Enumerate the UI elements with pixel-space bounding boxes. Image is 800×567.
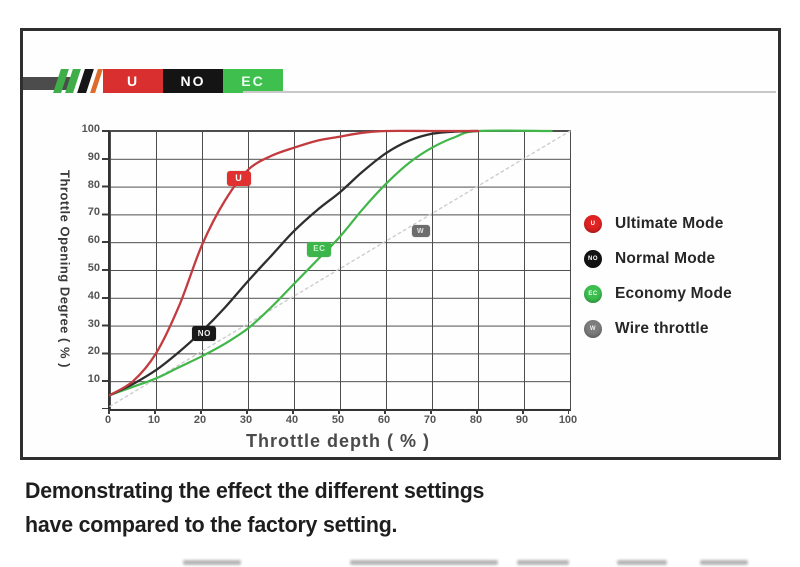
x-axis-title: Throttle depth ( % ) <box>246 431 430 451</box>
curve-badge-ultimate: U <box>226 170 251 186</box>
x-tick-label-0: 0 <box>104 414 112 426</box>
x-tick-label-20: 20 <box>193 414 207 426</box>
y-tick-label-20: 20 <box>87 345 100 358</box>
y-tick-label-60: 60 <box>87 234 100 247</box>
curve-badge-economy: EC <box>307 241 332 257</box>
smudge-0 <box>183 560 241 565</box>
curve-badge-normal: NO <box>192 326 217 342</box>
legend-swatch-ultimate: U <box>584 215 602 233</box>
legend-item-economy: EC Economy Mode <box>584 281 732 307</box>
y-tick-label-100: 100 <box>81 123 100 135</box>
y-tick-label-50: 50 <box>87 262 100 274</box>
x-tick-label-10: 10 <box>147 414 161 426</box>
legend-label-normal: Normal Mode <box>615 250 716 267</box>
curve-wire <box>109 130 571 407</box>
legend-swatch-wire: W <box>584 320 602 338</box>
legend-label-ultimate: Ultimate Mode <box>615 215 724 232</box>
y-tick-label-40: 40 <box>87 289 100 302</box>
legend-swatch-normal: NO <box>584 250 602 268</box>
x-tick-label-80: 80 <box>469 414 483 426</box>
chart-frame: U NO EC Throttle Opening Degree ( % ) W EC N… <box>20 28 781 460</box>
smudge-2 <box>517 560 569 565</box>
smudge-1 <box>350 560 498 565</box>
logo-badge: U NO EC <box>53 69 283 93</box>
y-tick-label-70: 70 <box>87 206 100 219</box>
y-tick-marks <box>102 130 108 409</box>
curves-svg <box>108 129 571 407</box>
legend-swatch-economy: EC <box>584 285 602 303</box>
x-tick-label-50: 50 <box>331 414 345 426</box>
y-tick-label-80: 80 <box>87 178 100 191</box>
x-tick-label-60: 60 <box>377 414 391 426</box>
caption: Demonstrating the effect the different s… <box>25 474 484 542</box>
legend: U Ultimate Mode NO Normal Mode EC Economy Mod… <box>584 211 732 351</box>
x-tick-label-40: 40 <box>285 414 299 426</box>
x-tick-marks <box>108 409 569 414</box>
y-tick-label-30: 30 <box>87 317 100 330</box>
legend-label-wire: Wire throttle <box>615 320 709 337</box>
y-axis-title: Throttle Opening Degree ( % ) <box>57 170 73 368</box>
curve-economy <box>108 129 553 397</box>
logo-block-ec: EC <box>223 69 283 93</box>
smudge-4 <box>700 560 748 565</box>
x-tick-label-100: 100 <box>558 414 578 426</box>
legend-item-ultimate: U Ultimate Mode <box>584 211 732 237</box>
curve-normal <box>108 129 480 397</box>
legend-label-economy: Economy Mode <box>615 285 732 302</box>
legend-item-wire: W Wire throttle <box>584 316 732 342</box>
x-tick-label-30: 30 <box>239 414 253 426</box>
x-tick-label-70: 70 <box>423 414 437 426</box>
logo-block-no: NO <box>163 69 223 93</box>
y-tick-label-90: 90 <box>87 150 100 163</box>
caption-line-1: Demonstrating the effect the different s… <box>25 478 485 503</box>
x-tick-label-90: 90 <box>515 414 529 426</box>
curve-ultimate <box>108 129 480 397</box>
smudge-3 <box>617 560 667 565</box>
legend-item-normal: NO Normal Mode <box>584 246 732 272</box>
caption-line-2: have compared to the factory setting. <box>25 512 398 537</box>
y-tick-label-10: 10 <box>87 373 100 386</box>
logo-underline <box>243 91 776 93</box>
plot-area: W EC NO U <box>108 129 571 411</box>
curve-badge-wire: W <box>411 225 430 238</box>
logo-block-u: U <box>103 69 163 93</box>
